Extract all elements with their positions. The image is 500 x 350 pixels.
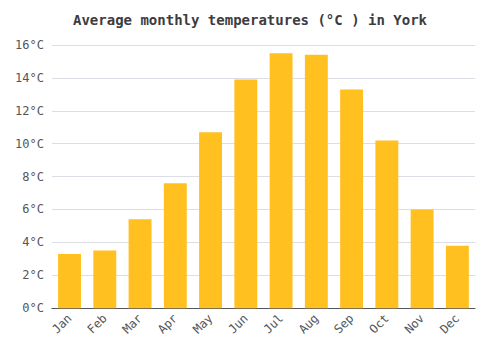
svg-text:12°C: 12°C — [15, 104, 44, 118]
svg-text:16°C: 16°C — [15, 38, 44, 52]
svg-text:Oct: Oct — [367, 311, 392, 336]
svg-text:Mar: Mar — [120, 311, 145, 336]
svg-text:2°C: 2°C — [22, 268, 44, 282]
svg-text:Sep: Sep — [331, 311, 356, 336]
svg-text:Aug: Aug — [296, 311, 321, 336]
svg-text:Feb: Feb — [85, 311, 110, 336]
svg-text:Jan: Jan — [49, 311, 74, 336]
svg-text:Dec: Dec — [437, 311, 462, 336]
svg-text:Jul: Jul — [261, 311, 286, 336]
svg-text:May: May — [190, 311, 215, 336]
svg-text:0°C: 0°C — [22, 301, 44, 315]
svg-text:4°C: 4°C — [22, 235, 44, 249]
svg-text:6°C: 6°C — [22, 202, 44, 216]
svg-text:Jun: Jun — [226, 311, 251, 336]
svg-text:Apr: Apr — [155, 311, 180, 336]
svg-text:Average monthly temperatures (: Average monthly temperatures (°C ) in Yo… — [73, 12, 428, 28]
svg-text:Nov: Nov — [402, 311, 427, 336]
svg-text:14°C: 14°C — [15, 71, 44, 85]
svg-text:10°C: 10°C — [15, 137, 44, 151]
svg-text:8°C: 8°C — [22, 170, 44, 184]
